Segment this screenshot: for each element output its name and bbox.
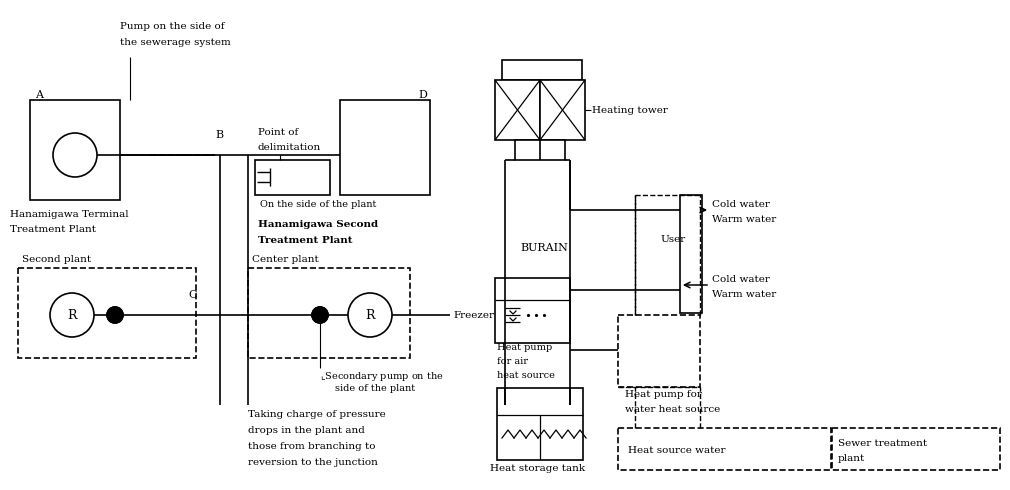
Text: R: R xyxy=(366,309,375,321)
Text: D: D xyxy=(418,90,427,100)
Text: Heat pump for: Heat pump for xyxy=(625,390,702,399)
Text: the sewerage system: the sewerage system xyxy=(120,38,230,47)
Text: A: A xyxy=(35,90,43,100)
Text: Treatment Plant: Treatment Plant xyxy=(258,236,352,245)
Text: Taking charge of pressure: Taking charge of pressure xyxy=(248,410,386,419)
Bar xyxy=(495,278,570,343)
Bar xyxy=(680,195,702,313)
Text: Center plant: Center plant xyxy=(252,255,319,264)
Text: BURAIN: BURAIN xyxy=(520,243,568,253)
Bar xyxy=(255,160,330,195)
Text: Hanamigawa Second: Hanamigawa Second xyxy=(258,220,378,229)
Text: B: B xyxy=(215,130,223,140)
Text: Warm water: Warm water xyxy=(712,215,777,224)
Bar xyxy=(540,80,585,140)
Bar xyxy=(618,428,831,470)
Text: $\llcorner$Secondary pump on the: $\llcorner$Secondary pump on the xyxy=(320,370,443,383)
Text: Pump on the side of: Pump on the side of xyxy=(120,22,224,31)
Text: R: R xyxy=(68,309,77,321)
Text: User: User xyxy=(660,235,685,244)
Text: Hanamigawa Terminal: Hanamigawa Terminal xyxy=(10,210,128,219)
Text: Sewer treatment: Sewer treatment xyxy=(838,439,927,447)
Text: Cold water: Cold water xyxy=(712,200,770,209)
Text: heat source: heat source xyxy=(497,371,554,380)
Text: Heat storage tank: Heat storage tank xyxy=(490,464,585,473)
Text: C: C xyxy=(188,290,197,300)
Text: Warm water: Warm water xyxy=(712,290,777,299)
Text: Freezer: Freezer xyxy=(453,311,494,319)
Bar xyxy=(502,60,582,80)
Text: reversion to the junction: reversion to the junction xyxy=(248,458,378,467)
Bar xyxy=(618,315,700,387)
Text: side of the plant: side of the plant xyxy=(335,384,415,393)
Text: those from branching to: those from branching to xyxy=(248,442,376,451)
Bar xyxy=(497,388,583,460)
Text: water heat source: water heat source xyxy=(625,405,720,414)
Text: Cold water: Cold water xyxy=(712,275,770,284)
Text: Point of: Point of xyxy=(258,128,298,137)
Bar xyxy=(18,268,196,358)
Text: Heating tower: Heating tower xyxy=(592,105,668,115)
Text: Second plant: Second plant xyxy=(22,255,91,264)
Bar xyxy=(832,428,1000,470)
Text: Heat pump: Heat pump xyxy=(497,343,552,352)
Bar xyxy=(30,100,120,200)
Circle shape xyxy=(107,307,123,323)
Bar xyxy=(248,268,410,358)
Bar xyxy=(340,100,430,195)
Text: for air: for air xyxy=(497,357,528,366)
Text: Treatment Plant: Treatment Plant xyxy=(10,225,96,234)
Text: drops in the plant and: drops in the plant and xyxy=(248,426,365,435)
Circle shape xyxy=(312,307,328,323)
Text: plant: plant xyxy=(838,454,866,463)
Bar xyxy=(515,140,565,160)
Text: delimitation: delimitation xyxy=(258,143,321,152)
Text: Heat source water: Heat source water xyxy=(628,445,725,455)
Text: On the side of the plant: On the side of the plant xyxy=(260,200,377,209)
Bar xyxy=(495,80,540,140)
